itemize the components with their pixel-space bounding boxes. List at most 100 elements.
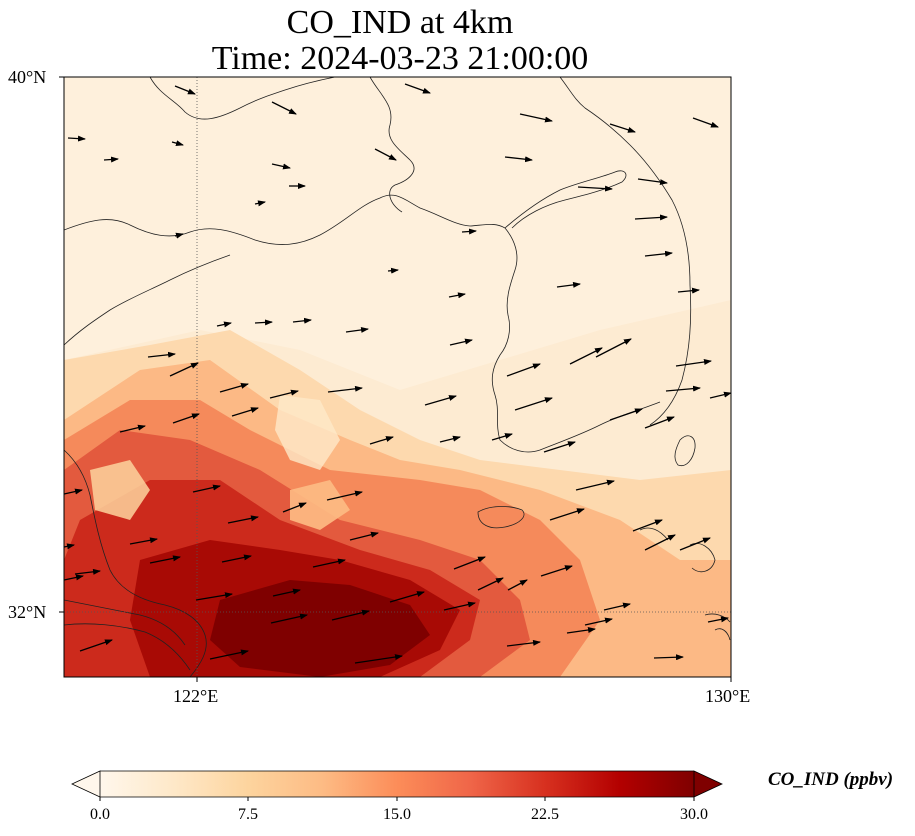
wind-arrow	[540, 565, 573, 577]
wind-arrow	[569, 347, 603, 365]
wind-arrow	[477, 577, 504, 591]
wind-arrow	[327, 385, 363, 393]
colorbar-extend-max	[693, 770, 723, 798]
wind-arrow	[707, 616, 729, 623]
wind-arrow	[209, 649, 249, 660]
wind-arrow	[216, 321, 232, 328]
wind-arrow	[644, 416, 675, 429]
wind-arrow	[549, 508, 585, 521]
wind-arrow	[577, 185, 613, 192]
wind-arrow	[147, 351, 176, 358]
wind-arrow	[491, 433, 513, 441]
map-frame	[63, 76, 732, 678]
colorbar-tick-label: 15.0	[383, 806, 411, 823]
colorbar-tick-label: 30.0	[680, 806, 708, 823]
wind-arrow	[504, 156, 533, 163]
wind-arrow	[119, 424, 146, 433]
lat-label-32n: 32°N	[8, 602, 47, 622]
wind-arrow	[389, 591, 425, 603]
wind-arrow	[369, 436, 394, 445]
wind-arrow	[566, 627, 596, 634]
wind-arrow	[269, 389, 299, 399]
wind-arrow	[603, 602, 631, 611]
wind-arrow	[171, 140, 184, 147]
map-time: Time: 2024-03-23 21:00:00	[211, 40, 589, 77]
wind-arrow	[254, 200, 266, 207]
wind-arrow	[677, 287, 700, 294]
colorbar-tick-label: 0.0	[90, 806, 110, 823]
wind-arrow	[514, 397, 553, 411]
coastlines	[64, 77, 731, 677]
gridlines	[64, 77, 731, 677]
colorbar-extend-min	[71, 770, 101, 798]
wind-arrow	[349, 531, 379, 541]
wind-arrow	[129, 537, 158, 545]
wind-arrow	[345, 326, 369, 333]
wind-arrow	[679, 537, 711, 551]
colorbar	[71, 770, 723, 801]
wind-arrow	[595, 338, 632, 358]
wind-arrow	[506, 363, 541, 377]
wind-arrow	[219, 383, 249, 393]
wind-arrow	[149, 555, 181, 564]
wind-arrow	[292, 317, 312, 324]
colorbar-label: CO_IND (ppbv)	[768, 769, 894, 790]
wind-arrow	[584, 617, 613, 626]
wind-arrow	[64, 574, 84, 581]
wind-arrow	[374, 148, 397, 161]
wind-arrow	[103, 156, 119, 163]
wind-arrow	[543, 441, 576, 453]
wind-arrow	[644, 534, 676, 551]
wind-arrow	[709, 391, 731, 399]
lat-label-40n: 40°N	[8, 67, 47, 87]
wind-arrow	[644, 250, 673, 257]
wind-arrow	[227, 515, 259, 524]
colorbar-tick-label: 7.5	[238, 806, 258, 823]
wind-arrow	[174, 85, 196, 95]
wind-arrow	[270, 613, 308, 624]
wind-vectors	[64, 83, 731, 664]
wind-arrow	[404, 83, 431, 94]
wind-arrow	[387, 267, 399, 274]
wind-arrow	[519, 113, 553, 123]
wind-arrow	[64, 543, 75, 550]
wind-arrow	[74, 568, 101, 575]
wind-arrow	[312, 558, 346, 568]
concentration-field	[64, 77, 731, 677]
wind-arrow	[424, 395, 457, 406]
wind-arrow	[449, 338, 473, 346]
wind-arrow	[653, 654, 684, 661]
lon-label-130e: 130°E	[705, 686, 751, 706]
wind-arrow	[692, 117, 719, 128]
wind-arrow	[461, 228, 477, 235]
map-title: CO_IND at 4km	[286, 4, 514, 41]
wind-arrow	[271, 101, 297, 115]
wind-arrow	[67, 135, 86, 142]
wind-arrow	[192, 484, 221, 493]
wind-arrow	[172, 413, 200, 424]
wind-arrow	[272, 588, 301, 597]
wind-arrow	[675, 359, 712, 367]
wind-arrow	[64, 488, 83, 495]
wind-arrow	[609, 408, 643, 421]
wind-arrow	[448, 292, 466, 299]
wind-arrow	[637, 178, 668, 186]
wind-arrow	[575, 479, 615, 491]
wind-arrow	[506, 639, 541, 647]
wind-arrow	[169, 362, 199, 377]
wind-arrow	[221, 554, 252, 563]
wind-arrow	[443, 601, 476, 611]
wind-arrow	[634, 214, 668, 221]
wind-arrow	[609, 123, 636, 133]
colorbar-tick-label: 22.5	[531, 806, 559, 823]
wind-arrow	[79, 639, 113, 652]
wind-arrow	[354, 654, 403, 664]
wind-arrow	[665, 385, 701, 392]
wind-arrow	[174, 232, 184, 239]
wind-arrow	[282, 502, 307, 513]
wind-arrow	[453, 556, 486, 570]
wind-arrow	[195, 592, 233, 601]
wind-arrow	[326, 490, 363, 501]
wind-arrow	[271, 163, 291, 170]
